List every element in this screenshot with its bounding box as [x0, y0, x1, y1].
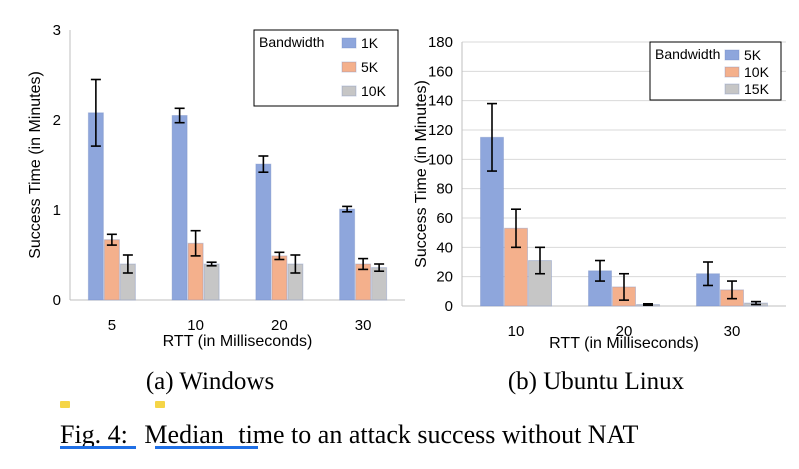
bar: [103, 239, 120, 301]
legend-label: 10K: [744, 64, 770, 80]
y-tick-label: 160: [428, 63, 453, 80]
legend-swatch: [724, 49, 740, 61]
annotation-note-icon[interactable]: [60, 401, 70, 408]
caption-label: Fig. 4:: [60, 420, 128, 449]
x-axis-label: RTT (in Milliseconds): [163, 333, 313, 350]
y-tick-label: 3: [53, 22, 61, 39]
y-axis-label: Success Time (in Minutes): [27, 71, 44, 259]
x-tick-label: 30: [355, 317, 372, 334]
annotation-note-icon[interactable]: [155, 401, 165, 408]
legend-label: 5K: [744, 47, 762, 63]
figure-caption: Fig. 4: Median time to an attack success…: [60, 401, 638, 449]
y-tick-label: 140: [428, 93, 453, 110]
caption-text: time to an attack success without NAT: [238, 420, 638, 449]
x-tick-label: 5: [108, 317, 116, 334]
bar: [171, 115, 188, 301]
y-tick-label: 0: [445, 298, 453, 315]
legend-swatch: [341, 85, 357, 97]
x-tick-label: 10: [508, 323, 525, 340]
y-tick-label: 2: [53, 112, 61, 129]
caption-highlight-word: Median: [144, 420, 223, 449]
x-tick-label: 30: [724, 323, 741, 340]
legend-title: Bandwidth: [655, 46, 720, 62]
x-tick-label: 10: [187, 317, 204, 334]
x-axis-label: RTT (in Milliseconds): [549, 335, 699, 352]
y-tick-label: 100: [428, 151, 453, 168]
legend-box: [253, 29, 399, 107]
chart-windows: 0 1 2 3 5 10 20 30 RTT (in Milliseconds) Success …: [27, 22, 405, 350]
legend-label: 5K: [361, 59, 379, 75]
bar: [203, 263, 220, 301]
annotation-underline: [60, 446, 136, 449]
bar: [271, 255, 288, 301]
y-tick-label: 20: [436, 269, 453, 286]
subcaption-ubuntu: (b) Ubuntu Linux: [508, 368, 685, 395]
chart-ubuntu: 0 20 40 60 80 100 120 140 160 180 10 20 30 RTT (in Mi…: [413, 34, 786, 352]
legend-title: Bandwidth: [259, 34, 324, 50]
y-tick-label: 80: [436, 181, 453, 198]
y-tick-label: 40: [436, 239, 453, 256]
y-tick-label: 0: [53, 292, 61, 309]
bar: [371, 267, 388, 301]
bar: [255, 163, 272, 301]
legend-label: 10K: [361, 83, 387, 99]
y-tick-label: 1: [53, 202, 61, 219]
x-tick-label: 20: [616, 323, 633, 340]
legend-swatch: [724, 83, 740, 95]
legend-swatch: [341, 37, 357, 49]
annotation-underline: [155, 446, 258, 449]
y-axis-label: Success Time (in Minutes): [413, 80, 430, 268]
y-tick-label: 180: [428, 34, 453, 51]
y-tick-label: 60: [436, 210, 453, 227]
svg-text:Fig. 4: Median: Fig. 4: Median time to an attack success…: [60, 420, 638, 449]
legend-swatch: [724, 66, 740, 78]
y-tick-label: 120: [428, 122, 453, 139]
subcaption-windows: (a) Windows: [146, 368, 274, 395]
legend-label: 1K: [361, 35, 379, 51]
bar: [339, 208, 356, 301]
legend-label: 15K: [744, 81, 770, 97]
x-tick-label: 20: [271, 317, 288, 334]
legend-box: [649, 41, 782, 101]
legend-swatch: [341, 61, 357, 73]
